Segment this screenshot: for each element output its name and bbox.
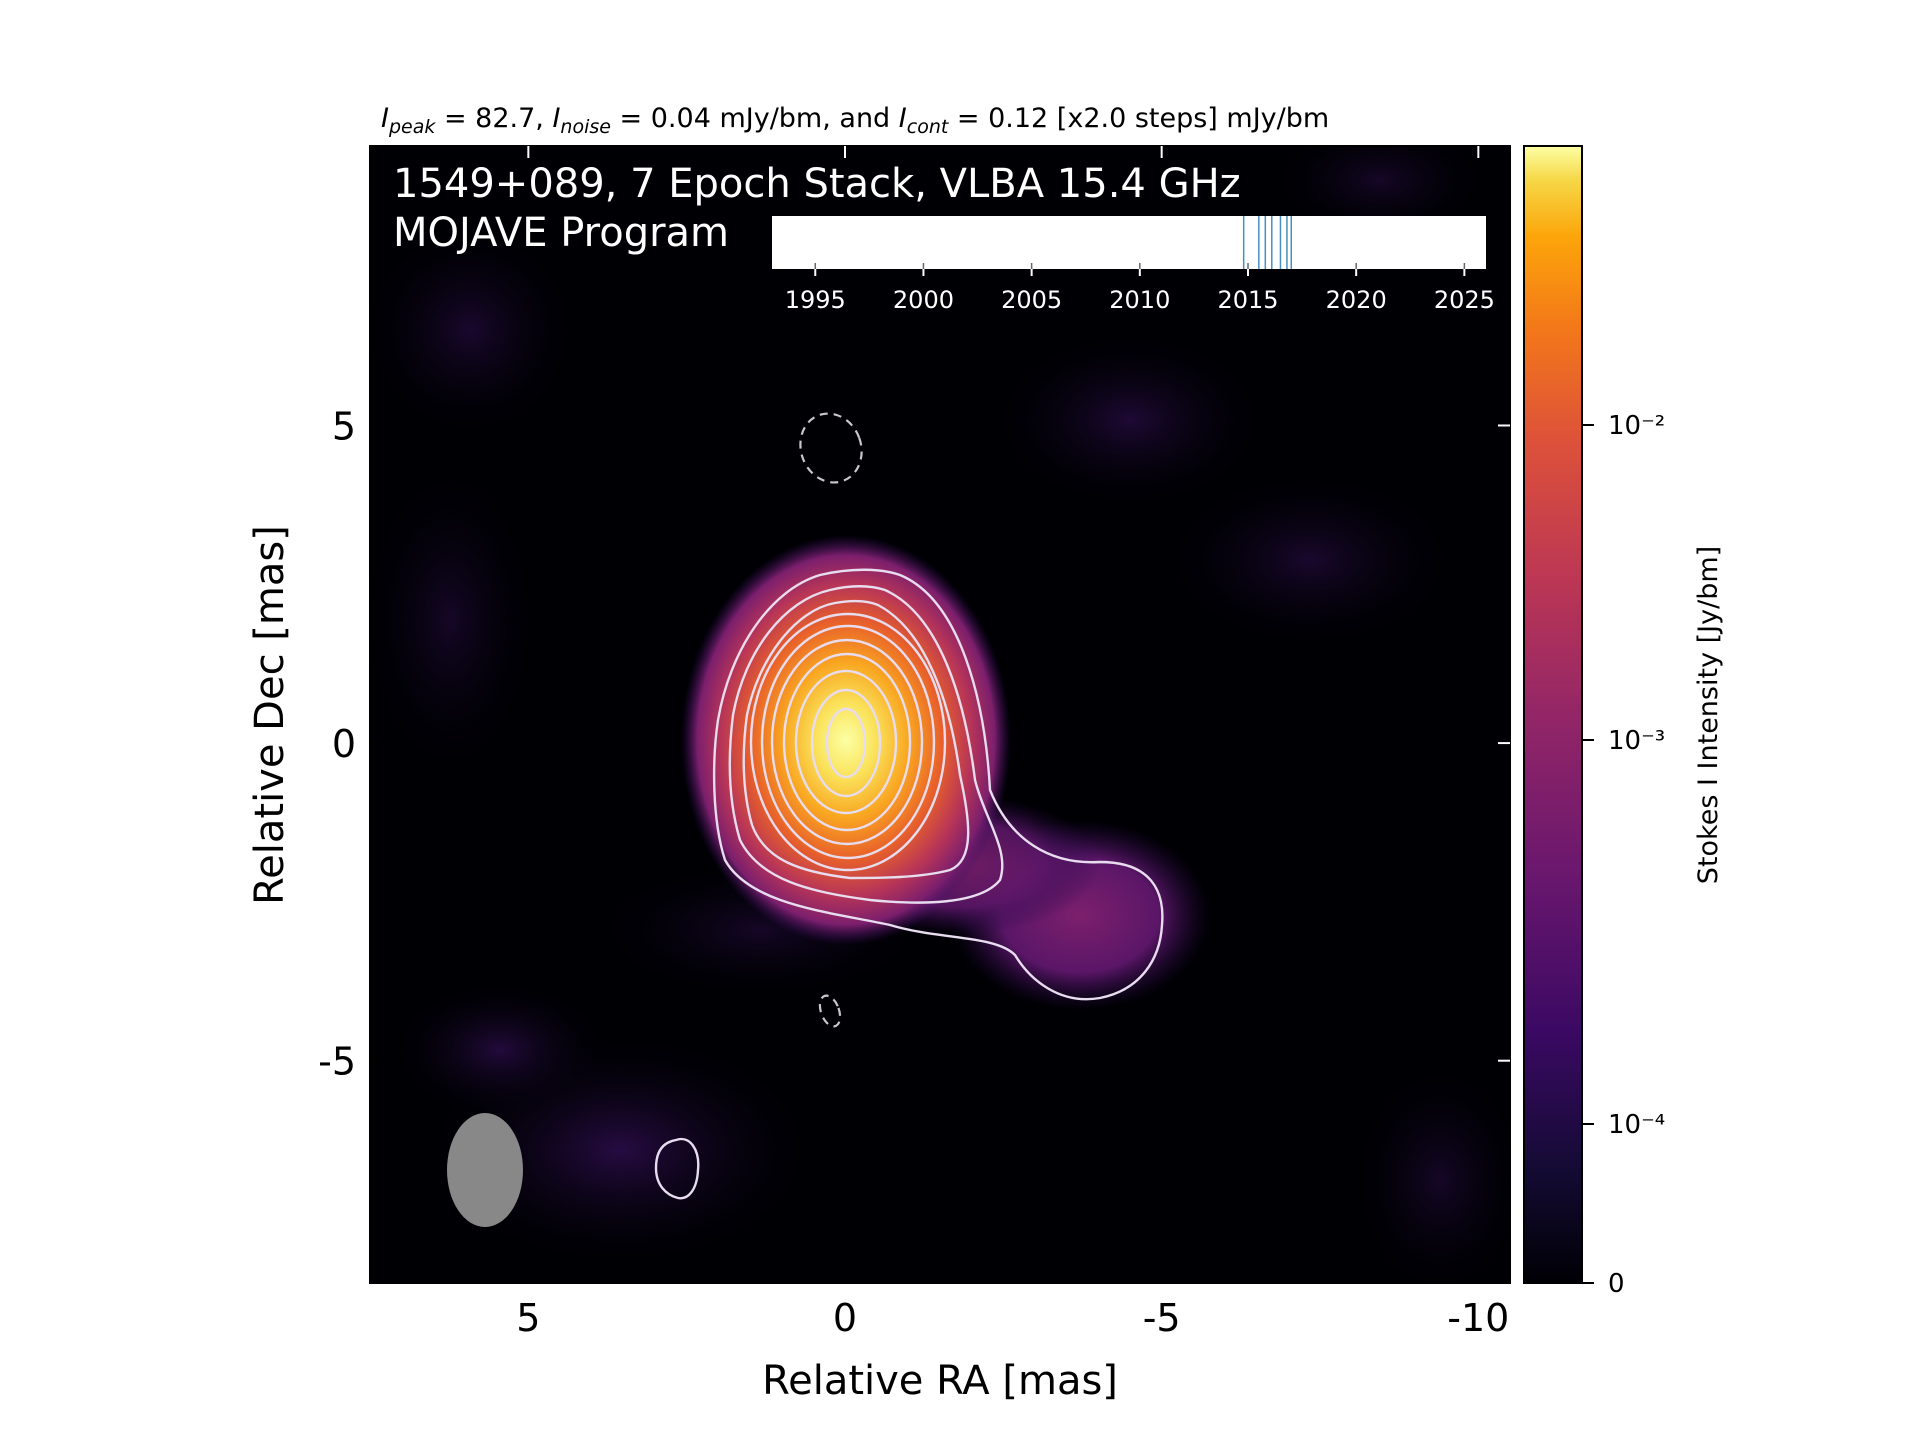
timeline-tick-label: 2000 xyxy=(893,286,954,314)
contour-island xyxy=(654,1137,700,1200)
beam-ellipse xyxy=(447,1113,523,1227)
y-tick-label: -5 xyxy=(318,1040,356,1084)
haze-patch xyxy=(370,460,540,780)
contour-level-5 xyxy=(760,624,936,860)
timeline-tick-label: 2010 xyxy=(1109,286,1170,314)
colorbar-gradient xyxy=(1523,145,1583,1284)
x-tick-label: 0 xyxy=(833,1296,857,1340)
contour-level-2 xyxy=(728,585,1004,904)
colorbar-tick-label: 10⁻³ xyxy=(1608,726,1665,756)
epoch-timeline: 1995 2000 2005 2010 2015 2020 2025 xyxy=(772,216,1495,314)
negative-contour xyxy=(818,994,842,1028)
contour-level-8 xyxy=(794,669,898,815)
contour-level-10 xyxy=(825,707,867,779)
intensity-map xyxy=(370,146,1510,1283)
x-tick-label: 5 xyxy=(516,1296,540,1340)
x-tick-label: -10 xyxy=(1447,1296,1509,1340)
timeline-box xyxy=(772,216,1486,269)
timeline-tick-label: 2025 xyxy=(1434,286,1495,314)
y-tick-label: 0 xyxy=(332,722,356,766)
x-axis-label: Relative RA [mas] xyxy=(762,1358,1118,1404)
source-title: 1549+089, 7 Epoch Stack, VLBA 15.4 GHz xyxy=(393,161,1241,207)
negative-contour xyxy=(799,412,863,484)
timeline-tick-label: 1995 xyxy=(785,286,846,314)
contour-level-7 xyxy=(782,652,912,832)
y-axis-label: Relative Dec [mas] xyxy=(247,525,293,905)
haze-patch xyxy=(370,220,580,440)
contour-level-6 xyxy=(770,638,924,846)
plot-frame xyxy=(369,145,1511,1284)
colorbar-tick-label: 10⁻⁴ xyxy=(1608,1110,1665,1140)
haze-patch xyxy=(1160,470,1460,650)
colorbar-label: Stokes I Intensity [Jy/bm] xyxy=(1693,546,1724,884)
haze-patch xyxy=(1350,1060,1510,1283)
contour-level-3 xyxy=(742,599,970,880)
colorbar-tick-label: 10⁻² xyxy=(1608,411,1665,441)
program-title: MOJAVE Program xyxy=(393,210,729,256)
contour-level-4 xyxy=(749,612,947,872)
timeline-tick-label: 2005 xyxy=(1001,286,1062,314)
contour-level-9 xyxy=(810,688,882,798)
y-tick-label: 5 xyxy=(332,404,356,448)
haze-patch xyxy=(390,980,610,1120)
contour-outer xyxy=(712,568,1164,1001)
timeline-tick-label: 2020 xyxy=(1326,286,1387,314)
colorbar: 0 10⁻⁴ 10⁻³ 10⁻² Stokes I Intensity [Jy/bm] xyxy=(1523,145,1724,1299)
x-tick-label: -5 xyxy=(1143,1296,1181,1340)
figure-header: Ipeak = 82.7, Inoise = 0.04 mJy/bm, and … xyxy=(381,103,1329,138)
colorbar-tick-label: 0 xyxy=(1608,1269,1625,1299)
haze-patch xyxy=(990,330,1270,510)
timeline-tick-label: 2015 xyxy=(1217,286,1278,314)
